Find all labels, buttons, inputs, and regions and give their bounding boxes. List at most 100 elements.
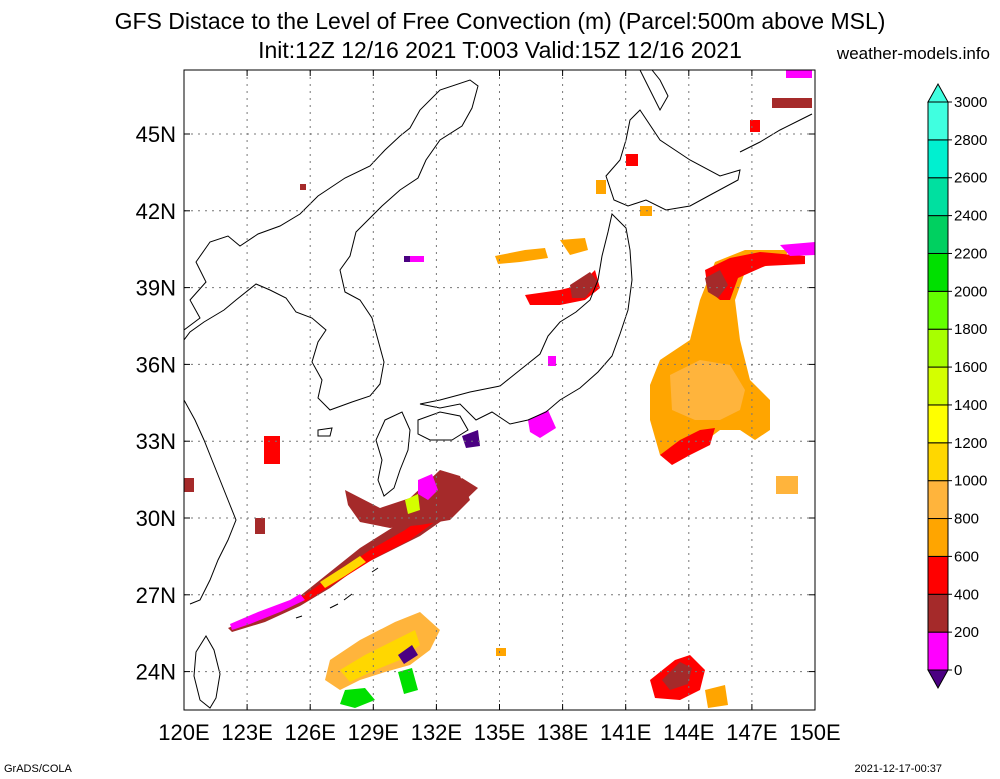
field-bonin-brown — [662, 662, 692, 690]
colorbar-label: 800 — [954, 511, 979, 528]
field-band-ryukyu-yellow — [320, 556, 366, 588]
field-speck-5 — [596, 180, 606, 194]
colorbar-swatch-2800 — [927, 101, 949, 141]
chart-subtitle: Init:12Z 12/16 2021 T:003 Valid:15Z 12/1… — [258, 37, 742, 63]
field-band-ryukyu-magenta — [230, 594, 305, 630]
field-speck-1 — [264, 436, 280, 464]
colorbar-label: 3000 — [954, 94, 987, 111]
coast-china-korea — [184, 79, 479, 411]
colorbar-label: 1400 — [954, 397, 987, 414]
y-tick-label: 36N — [136, 352, 176, 377]
coast-jeju — [317, 427, 333, 437]
y-tick-label: 30N — [136, 506, 176, 531]
field-bonin-orange — [705, 685, 728, 708]
field-speck-4 — [626, 154, 638, 166]
colorbar-swatch-800 — [927, 480, 949, 520]
lfc-field-layer — [184, 70, 815, 708]
colorbar-swatch-1800 — [927, 290, 949, 330]
coast-china-south — [184, 399, 237, 605]
colorbar-swatch-0 — [927, 631, 949, 671]
y-tick-label: 27N — [136, 583, 176, 608]
colorbar-swatch-2000 — [927, 252, 949, 292]
field-kyushu-yellow — [405, 494, 420, 514]
field-south-yellow — [340, 630, 420, 682]
colorbar: 0 200 400 600 800 1000 1200 1400 1600 1800 2000 220… — [927, 82, 987, 690]
colorbar-swatch-2600 — [927, 139, 949, 179]
colorbar-label: 1800 — [954, 321, 987, 338]
chart-title: GFS Distace to the Level of Free Convect… — [114, 8, 886, 34]
y-tick-label: 33N — [136, 429, 176, 454]
field-speck-14 — [496, 648, 506, 656]
colorbar-label: 1600 — [954, 359, 987, 376]
colorbar-label: 400 — [954, 586, 979, 603]
colorbar-top-arrow — [927, 82, 949, 103]
field-pacific-brown — [705, 270, 728, 298]
field-pacific-red2 — [660, 428, 715, 465]
field-kii-purple — [462, 430, 480, 448]
colorbar-label: 0 — [954, 662, 962, 679]
field-speck-7 — [786, 70, 812, 78]
field-speck-9 — [255, 518, 265, 534]
x-tick-label: 135E — [474, 720, 525, 745]
x-tick-label: 132E — [411, 720, 462, 745]
x-tick-label: 141E — [600, 720, 651, 745]
colorbar-swatch-1200 — [927, 404, 949, 444]
y-tick-label: 39N — [136, 276, 176, 301]
y-axis: 24N 27N 30N 33N 36N 39N 42N 45N — [136, 122, 815, 685]
y-tick-label: 24N — [136, 660, 176, 685]
x-tick-label: 144E — [663, 720, 714, 745]
site-credit: weather-models.info — [836, 44, 990, 63]
coast-ryukyu — [295, 567, 379, 619]
x-tick-label: 129E — [348, 720, 399, 745]
field-tohoku-orange — [495, 248, 548, 264]
x-tick-label: 120E — [158, 720, 209, 745]
x-axis: 120E 123E 126E 129E 132E 135E 138E 141E 144E 147E… — [158, 70, 841, 745]
coast-shikoku — [417, 411, 469, 441]
x-tick-label: 138E — [537, 720, 588, 745]
colorbar-swatch-200 — [927, 593, 949, 633]
colorbar-label: 2400 — [954, 208, 987, 225]
colorbar-swatch-600 — [927, 518, 949, 557]
colorbar-bottom-arrow — [927, 669, 949, 690]
field-speck-3 — [404, 256, 410, 262]
field-tohoku-brown — [570, 272, 598, 298]
colorbar-swatch-1400 — [927, 366, 949, 406]
coast-kyushu — [375, 411, 411, 497]
colorbar-swatch-1600 — [927, 328, 949, 368]
colorbar-swatch-1000 — [927, 442, 949, 482]
x-tick-label: 150E — [789, 720, 840, 745]
field-speck-13 — [548, 356, 556, 366]
colorbar-label: 2600 — [954, 170, 987, 187]
field-speck-8 — [776, 476, 798, 494]
colorbar-label: 2200 — [954, 245, 987, 262]
field-speck-15 — [184, 478, 194, 492]
colorbar-swatch-2400 — [927, 177, 949, 217]
colorbar-label: 1200 — [954, 435, 987, 452]
grid — [184, 70, 815, 710]
field-south-purple — [398, 645, 418, 664]
field-south-green2 — [398, 668, 418, 694]
coast-sakhalin — [639, 70, 669, 112]
field-speck-2 — [404, 256, 424, 262]
colorbar-label: 200 — [954, 624, 979, 641]
colorbar-label: 600 — [954, 548, 979, 565]
coastlines — [184, 70, 813, 709]
x-tick-label: 123E — [221, 720, 272, 745]
x-tick-label: 126E — [285, 720, 336, 745]
field-speck-10 — [750, 120, 760, 132]
field-south-green — [340, 688, 375, 708]
field-speck-12 — [300, 184, 306, 190]
footer-timestamp: 2021-12-17-00:37 — [854, 763, 942, 775]
field-speck-6 — [772, 98, 812, 108]
field-pacific-magenta — [780, 242, 815, 256]
colorbar-label: 1000 — [954, 473, 987, 490]
coast-hokkaido — [605, 109, 741, 211]
y-tick-label: 42N — [136, 199, 176, 224]
coast-taiwan — [193, 635, 221, 709]
coast-honshu — [419, 213, 633, 425]
field-kyushu-magenta — [418, 474, 438, 500]
colorbar-label: 2800 — [954, 132, 987, 149]
colorbar-swatch-2200 — [927, 215, 949, 254]
footer-software: GrADS/COLA — [4, 763, 72, 775]
